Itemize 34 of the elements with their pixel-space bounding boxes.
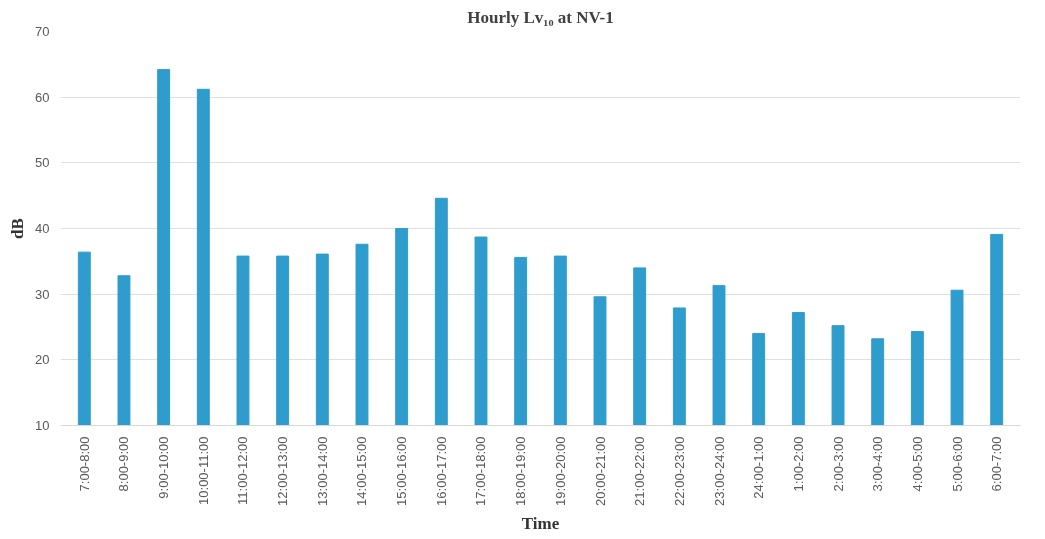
x-tick-label: 4:00-5:00 [909,436,925,492]
y-tick-label: 30 [35,286,50,302]
x-tick-label: 13:00-14:00 [314,436,330,506]
x-tick-label: 18:00-19:00 [513,436,529,506]
x-axis-title: Time [521,513,560,533]
y-axis-title: dB [8,218,28,239]
y-tick-label: 20 [35,352,50,368]
x-tick-label: 16:00-17:00 [433,436,449,506]
x-tick-label: 10:00-11:00 [195,436,211,505]
y-tick-label: 10 [35,418,50,433]
x-tick-label: 9:00-10:00 [156,436,172,499]
y-tick-label: 40 [35,221,50,236]
x-tick-label: 22:00-23:00 [671,436,687,506]
y-tick-label: 70 [35,24,50,39]
x-tick-label: 12:00-13:00 [275,436,291,506]
x-tick-label: 19:00-20:00 [552,436,568,506]
y-tick-label: 50 [35,155,50,171]
y-tick-label: 60 [35,89,50,105]
x-tick-label: 24:00-1:00 [751,436,767,499]
x-tick-label: 20:00-21:00 [592,436,608,506]
x-tick-label: 6:00-7:00 [989,436,1005,492]
chart-title: Hourly Lv₁₀ at NV-1 [467,7,614,27]
x-tick-label: 14:00-15:00 [354,436,370,506]
x-tick-label: 15:00-16:00 [394,436,410,506]
x-tick-label: 17:00-18:00 [473,436,489,506]
x-tick-label: 5:00-6:00 [949,436,965,492]
x-tick-label: 3:00-4:00 [870,436,886,492]
x-tick-label: 23:00-24:00 [711,436,727,506]
x-tick-label: 21:00-22:00 [632,436,648,506]
x-tick-label: 7:00-8:00 [76,436,92,492]
x-tick-label: 2:00-3:00 [830,436,846,492]
x-tick-label: 1:00-2:00 [790,436,806,492]
x-tick-label: 11:00-12:00 [235,436,251,505]
x-tick-label: 8:00-9:00 [116,436,132,492]
